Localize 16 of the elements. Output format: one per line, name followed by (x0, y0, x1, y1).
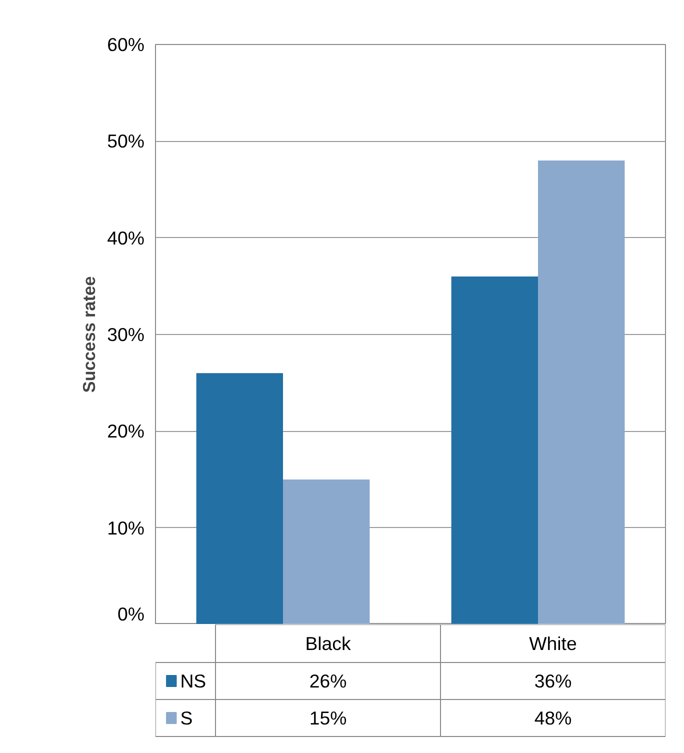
data-label: 26% (309, 670, 347, 692)
data-label: 15% (309, 708, 347, 728)
y-tick-label: 60% (107, 34, 145, 55)
legend-label: S (180, 708, 193, 728)
legend-label: NS (180, 670, 206, 692)
y-tick-label: 10% (107, 517, 145, 538)
data-label: 36% (534, 670, 572, 692)
x-tick-label: White (529, 633, 577, 654)
y-tick-label: 50% (107, 130, 145, 152)
y-axis-title: Success ratee (79, 276, 100, 393)
y-tick-label: 0% (118, 604, 145, 624)
y-tick-label: 40% (107, 227, 145, 248)
data-label: 48% (534, 708, 572, 728)
y-tick-label: 30% (107, 324, 145, 345)
y-tick-label: 20% (107, 420, 145, 442)
x-tick-label: Black (305, 633, 352, 654)
